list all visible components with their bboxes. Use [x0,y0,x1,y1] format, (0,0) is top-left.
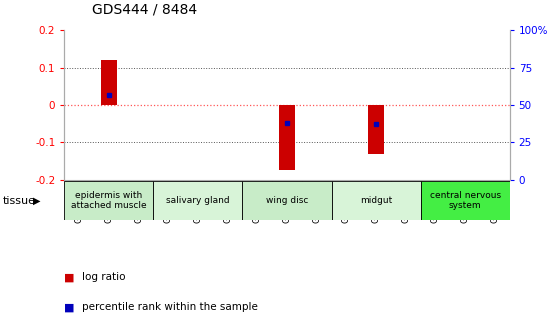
Text: central nervous
system: central nervous system [430,191,501,210]
Text: GDS444 / 8484: GDS444 / 8484 [92,3,198,17]
Text: log ratio: log ratio [82,272,126,282]
Bar [421,181,510,220]
Bar [101,60,117,105]
Text: midgut: midgut [360,196,392,205]
Text: tissue: tissue [3,196,36,206]
Bar [153,181,242,220]
Text: epidermis with
attached muscle: epidermis with attached muscle [71,191,147,210]
Text: ■: ■ [64,272,75,282]
Text: salivary gland: salivary gland [166,196,230,205]
Text: ■: ■ [64,302,75,312]
Bar [279,105,295,170]
Bar [332,181,421,220]
Bar [64,181,153,220]
Text: ▶: ▶ [32,196,40,206]
Text: percentile rank within the sample: percentile rank within the sample [82,302,258,312]
Bar [368,105,384,154]
Bar [242,181,332,220]
Text: wing disc: wing disc [266,196,308,205]
